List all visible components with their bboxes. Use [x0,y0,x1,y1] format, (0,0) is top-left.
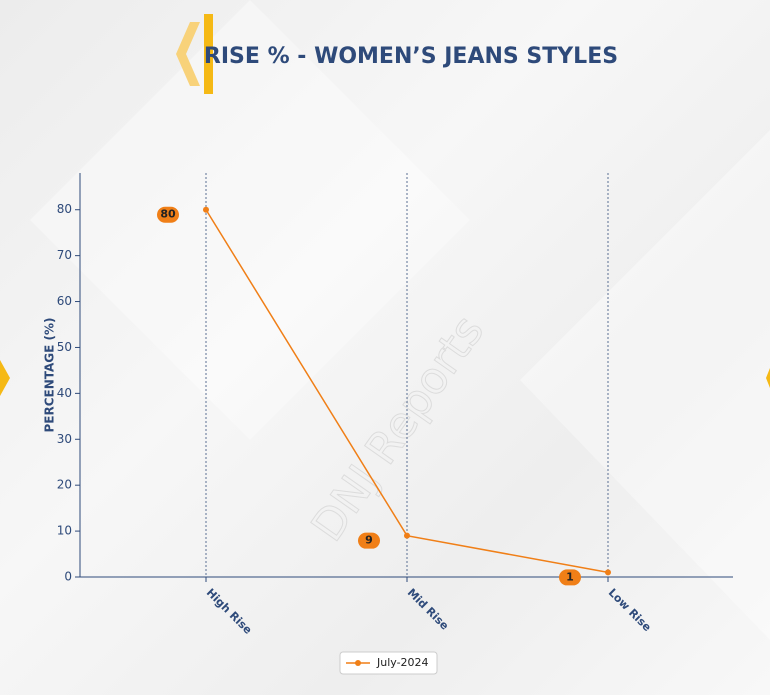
legend-box [339,651,438,675]
y-tick-label: 80 [57,202,72,216]
decor [766,368,770,388]
y-tick-label: 70 [57,248,72,262]
y-tick-label: 60 [57,294,72,308]
label-badge [358,532,380,549]
legend-label: July-2024 [376,656,429,669]
point [203,206,209,213]
decor [30,0,470,440]
point [605,569,611,576]
legend-marker [355,660,361,666]
decor [520,130,770,640]
label-badge [157,206,179,223]
y-tick-label: 40 [57,386,72,400]
y-axis-label: PERCENTAGE (%) [43,317,57,432]
decor [0,360,10,396]
point [404,532,410,539]
y-tick-label: 50 [57,340,72,354]
x-tick-label: Mid Rise [405,586,451,632]
data-label: 1 [566,570,574,583]
y-tick-label: 20 [57,478,72,492]
label-badge [559,569,581,586]
data-label: 9 [365,534,373,547]
chart-title: RISE % - WOMEN’S JEANS STYLES [204,44,618,69]
data-label: 80 [160,208,176,221]
y-tick-label: 0 [64,570,72,584]
y-tick-label: 10 [57,524,72,538]
y-tick-label: 30 [57,432,72,446]
x-tick-label: Low Rise [606,586,654,634]
x-tick-label: High Rise [204,586,255,637]
decor [176,22,200,86]
decor [204,14,213,94]
